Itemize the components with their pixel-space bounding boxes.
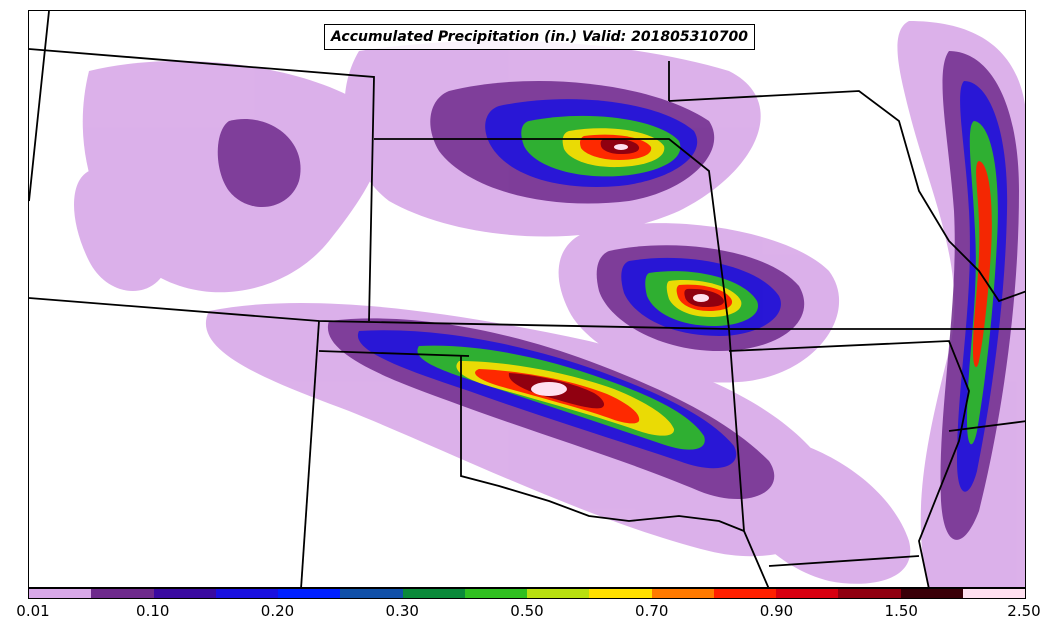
colorbar-tick-label: 0.70 <box>635 602 669 620</box>
colorbar-segment <box>29 589 92 598</box>
colorbar-segment <box>527 589 590 598</box>
colorbar-segment <box>589 589 652 598</box>
colorbar-segment <box>900 589 963 598</box>
map-title: Accumulated Precipitation (in.) Valid: 2… <box>324 24 756 50</box>
colorbar-segment <box>838 589 901 598</box>
colorbar-tick-label: 0.50 <box>510 602 544 620</box>
precipitation-field <box>29 11 1025 587</box>
colorbar-tick-label: 0.90 <box>759 602 794 620</box>
colorbar <box>28 588 1026 599</box>
colorbar-segment <box>153 589 216 598</box>
colorbar-segment <box>464 589 527 598</box>
colorbar-tick-label: 1.50 <box>884 602 918 620</box>
colorbar-tick-label: 0.20 <box>260 602 295 620</box>
colorbar-segment <box>713 589 776 598</box>
precipitation-map: Accumulated Precipitation (in.) Valid: 2… <box>28 10 1026 588</box>
colorbar-tick-label: 0.30 <box>385 602 419 620</box>
state-boundaries <box>29 11 1025 587</box>
colorbar-tick-label: 0.01 <box>16 602 50 620</box>
colorbar-segment <box>91 589 154 598</box>
colorbar-segment <box>278 589 341 598</box>
precip-max <box>531 144 709 396</box>
colorbar-segment <box>402 589 465 598</box>
colorbar-segment <box>651 589 714 598</box>
colorbar-tick-label: 0.10 <box>136 602 170 620</box>
colorbar-ticks: 0.01 0.10 0.20 0.30 0.50 0.70 0.90 1.50 2.50 <box>0 600 1054 633</box>
colorbar-tick-label: 2.50 <box>1007 602 1041 620</box>
colorbar-segment <box>215 589 278 598</box>
colorbar-segment <box>962 589 1025 598</box>
colorbar-segment <box>776 589 839 598</box>
colorbar-segment <box>340 589 403 598</box>
